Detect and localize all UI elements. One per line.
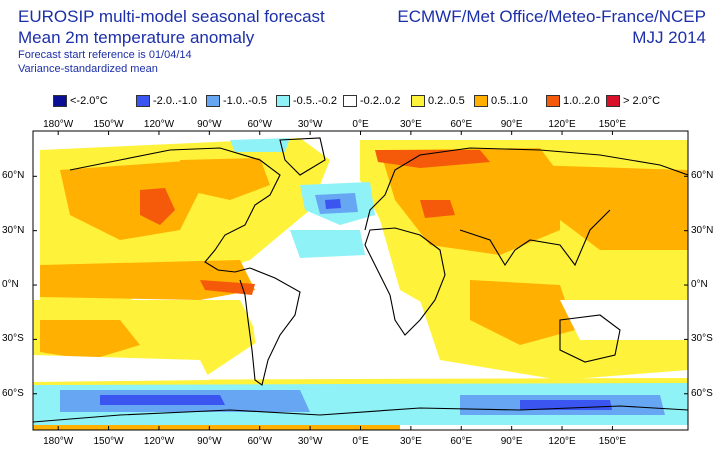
longitude-label-top: 90°W [197,119,222,130]
legend-swatch [474,95,488,107]
latitude-label-left: 60°S [2,387,24,399]
latitude-label-left: 60°N [2,170,25,182]
chart-title: EUROSIP multi-model seasonal forecast [18,7,325,26]
legend-label: -0.5..-0.2 [293,95,338,107]
longitude-label-bottom: 150°E [598,436,627,447]
longitude-label-top: 30°W [297,119,323,130]
legend-swatch [606,95,620,107]
coastline-greenland [279,137,326,176]
coastline-europe-asia [364,147,688,231]
legend-swatch [276,95,290,107]
longitude-label-top: 60°E [450,119,473,130]
color-legend: <-2.0°C -2.0..-1.0 -1.0..-0.5 -0.5..-0.2 -0.… [53,93,693,109]
latitude-label-right: 30°S [691,333,713,345]
anomaly-patch [560,300,688,340]
legend-swatch [411,95,425,107]
longitude-label-bottom: 90°E [500,436,523,447]
longitude-label-top: 180°W [43,119,74,130]
legend-item: > 2.0°C [606,93,660,109]
coastline-north-america [69,147,281,273]
legend-label: > 2.0°C [623,95,661,107]
latitude-label-right: 60°N [691,170,714,182]
legend-label: -2.0..-1.0 [153,95,198,107]
latitude-label-right: 60°S [691,387,713,399]
longitude-label-bottom: 90°W [197,436,222,447]
longitude-label-top: 150°W [93,119,124,130]
coastline-australia [559,314,621,363]
coastline-africa [364,227,446,336]
anomaly-patch [100,395,225,405]
centres-label: ECMWF/Met Office/Meteo-France/NCEP [397,7,706,26]
legend-swatch [53,95,67,107]
anomaly-patch [420,200,455,218]
anomaly-patch [530,165,688,250]
latitude-label-left: 30°N [2,224,25,236]
anomaly-patch [470,280,575,345]
longitude-label-top: 90°E [500,119,523,130]
legend-swatch [546,95,560,107]
coastlines [33,137,688,423]
longitude-label-bottom: 0°E [352,436,369,447]
legend-item: <-2.0°C [53,93,108,109]
longitude-label-bottom: 30°E [399,436,422,447]
legend-swatch [206,95,220,107]
standardization-note: Variance-standardized mean [18,63,158,75]
anomaly-patch [325,199,341,209]
longitude-label-top: 60°W [247,119,272,130]
coastline-south-america [239,267,301,386]
longitude-label-top: 0°E [352,119,369,130]
longitude-label-top: 30°E [399,119,422,130]
longitude-label-bottom: 60°W [247,436,272,447]
latitude-label-left: 30°S [2,333,24,345]
legend-swatch [343,95,357,107]
longitude-label-bottom: 180°W [43,436,74,447]
legend-label: 0.2..0.5 [428,95,465,107]
latitude-label-right: 0°N [691,279,708,291]
forecast-reference: Forecast start reference is 01/04/14 [18,49,192,61]
chart-subtitle: Mean 2m temperature anomaly [18,28,255,47]
longitude-label-bottom: 120°W [143,436,175,447]
anomaly-patch [140,188,175,225]
anomaly-patch [180,158,270,200]
longitude-label-top: 120°W [143,119,175,130]
coastline-south-asia [459,209,611,267]
legend-item: -2.0..-1.0 [136,93,197,109]
latitude-label-left: 0°N [2,279,19,291]
anomaly-patch [60,160,205,240]
legend-label: 1.0..2.0 [563,95,600,107]
legend-label: 0.5..1.0 [491,95,528,107]
legend-label: -0.2..0.2 [360,95,401,107]
longitude-label-bottom: 30°W [297,436,323,447]
anomaly-patch [290,230,365,258]
anomaly-patch [40,260,255,300]
legend-item: 1.0..2.0 [546,93,600,109]
anomaly-patch [375,150,490,168]
longitude-label-bottom: 60°E [450,436,473,447]
legend-label: <-2.0°C [70,95,108,107]
longitude-label-bottom: 150°W [93,436,124,447]
legend-item: -0.2..0.2 [343,93,400,109]
legend-item: -0.5..-0.2 [276,93,337,109]
anomaly-patch [40,320,140,360]
anomaly-patch [250,300,430,378]
longitude-label-bottom: 120°E [548,436,576,447]
coastline-antarctica [33,405,688,423]
legend-label: -1.0..-0.5 [223,95,268,107]
legend-item: 0.2..0.5 [411,93,465,109]
longitude-label-top: 120°E [548,119,576,130]
anomaly-patch [230,138,290,152]
anomaly-patch [380,148,560,255]
legend-swatch [136,95,150,107]
anomaly-patch [33,355,210,382]
legend-item: 0.5..1.0 [474,93,528,109]
legend-item: -1.0..-0.5 [206,93,267,109]
latitude-label-right: 30°N [691,224,714,236]
season-label: MJJ 2014 [632,28,706,47]
longitude-label-top: 150°E [598,119,627,130]
